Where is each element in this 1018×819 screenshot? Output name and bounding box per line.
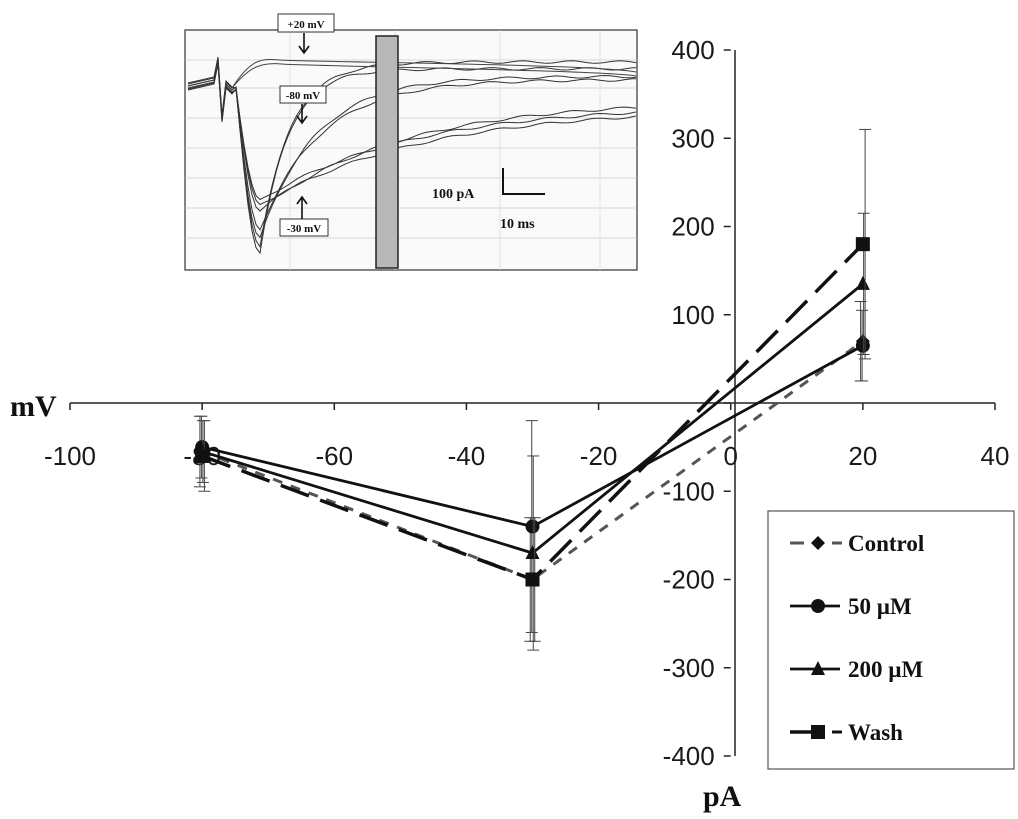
series-line xyxy=(201,344,864,529)
x-tick-label: 40 xyxy=(981,441,1010,471)
series-line xyxy=(201,282,864,555)
y-tick-label: -400 xyxy=(663,741,715,771)
inset-label-1: +20 mV xyxy=(287,19,324,31)
inset-label-box-3 xyxy=(279,218,329,237)
data-point xyxy=(195,448,210,463)
data-point xyxy=(855,275,870,290)
inset-label-box-1 xyxy=(277,13,335,33)
legend-marker xyxy=(811,536,825,550)
legend-item: Control xyxy=(790,531,924,556)
legend-item: Wash xyxy=(790,720,903,745)
inset-trace xyxy=(187,63,637,249)
legend-label: 200 µM xyxy=(848,657,924,682)
x-axis-label: mV xyxy=(10,390,57,423)
inset-label-3: -30 mV xyxy=(287,223,322,235)
data-point xyxy=(525,519,540,534)
inset-label-2: -80 mV xyxy=(286,90,321,102)
inset-arrow-1 xyxy=(298,33,310,55)
inset-scalebar-x-label: 10 ms xyxy=(500,217,535,232)
data-point xyxy=(855,237,870,252)
y-tick-marks xyxy=(723,49,731,757)
y-tick-label: -200 xyxy=(663,565,715,595)
y-tick-label: 200 xyxy=(671,212,714,242)
legend-marker xyxy=(811,661,825,675)
y-tick-label: -100 xyxy=(663,476,715,506)
inset-trace xyxy=(187,59,637,255)
inset-trace xyxy=(231,63,637,89)
inset-trace xyxy=(187,56,637,206)
inset-trace xyxy=(187,57,637,231)
inset-trace xyxy=(231,58,637,89)
inset-highlight-bar xyxy=(375,35,399,269)
legend-marker xyxy=(811,599,825,613)
inset-trace xyxy=(187,61,637,239)
x-tick-label: 0 xyxy=(723,441,737,471)
series-triangle xyxy=(195,212,870,651)
inset-scalebar-y-label: 100 pA xyxy=(432,187,475,202)
data-point xyxy=(525,572,540,587)
series-layer xyxy=(193,128,872,651)
data-point xyxy=(525,545,540,560)
inset-recording: +20 mV -80 mV -30 mV 100 pA 10 ms xyxy=(184,13,638,271)
x-tick-label: -20 xyxy=(580,441,618,471)
inset-label-box-2 xyxy=(279,85,327,104)
series-line xyxy=(201,340,864,582)
x-tick-label: -60 xyxy=(315,441,353,471)
legend-item: 50 µM xyxy=(790,594,912,619)
y-tick-label: 300 xyxy=(671,123,714,153)
y-tick-label: -300 xyxy=(663,653,715,683)
legend-items: Control 50 µM 200 µM Wash xyxy=(790,531,924,745)
inset-trace xyxy=(187,62,637,201)
legend-frame xyxy=(767,510,1015,770)
inset-arrow-2 xyxy=(296,104,308,125)
data-point xyxy=(855,338,870,353)
x-tick-marks xyxy=(69,403,996,410)
y-axis-label: pA xyxy=(703,780,742,813)
y-tick-labels: 400 300 200 100 -100 -200 -300 -400 xyxy=(663,35,715,771)
legend-label: Wash xyxy=(848,720,903,745)
y-tick-label: 100 xyxy=(671,300,714,330)
y-tick-label: 400 xyxy=(671,35,714,65)
legend-marker xyxy=(811,725,825,739)
legend-item: 200 µM xyxy=(790,657,924,682)
x-tick-label: 20 xyxy=(848,441,877,471)
inset-trace xyxy=(187,59,637,212)
x-tick-label: -40 xyxy=(448,441,486,471)
legend: Control 50 µM 200 µM Wash xyxy=(767,510,1015,770)
legend-label: 50 µM xyxy=(848,594,912,619)
inset-arrow-3 xyxy=(296,195,308,219)
inset-scalebar xyxy=(502,168,545,195)
inset-traces xyxy=(187,56,637,255)
series-square xyxy=(195,128,872,642)
legend-label: Control xyxy=(848,531,924,556)
x-tick-label: -100 xyxy=(44,441,96,471)
